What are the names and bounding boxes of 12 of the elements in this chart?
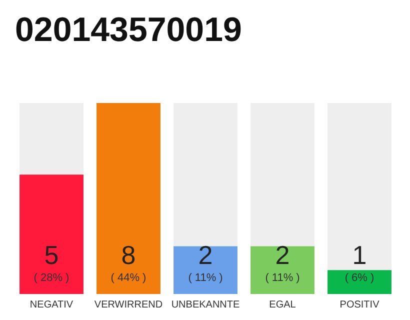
x-tick-label: POSITIV	[340, 300, 380, 310]
data-label: 2 ( 11% )	[265, 240, 300, 284]
x-tick-label: EGAL	[269, 300, 296, 310]
data-label: 8 ( 44% )	[110, 240, 146, 284]
x-tick-label: VERWIRREND	[94, 300, 163, 310]
x-tick-label: UNBEKANNTE	[171, 300, 240, 310]
chart-title: 020143570019	[15, 11, 242, 49]
data-label: 1 ( 6% )	[344, 240, 374, 284]
x-tick-label: NEGATIV	[30, 300, 74, 310]
bar	[328, 270, 392, 294]
data-label: 2 ( 11% )	[188, 240, 223, 284]
data-label: 5 ( 28% )	[34, 240, 70, 284]
